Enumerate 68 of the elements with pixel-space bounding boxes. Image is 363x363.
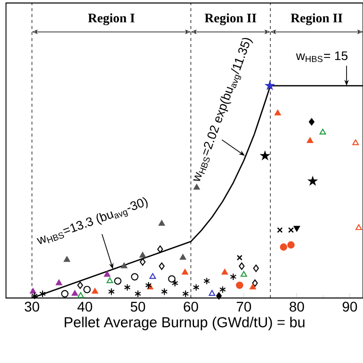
point [352,139,359,146]
annotation: w$_{HBS}$=13.3 (bu$_{avg}$-30) [36,197,148,244]
text: Region II [290,13,342,26]
point [172,279,178,287]
point [192,284,200,292]
point [276,227,283,233]
x-tick-label: 50 [130,302,146,312]
point [77,282,84,289]
point [355,224,362,230]
point [140,258,146,266]
x-tick-label: 80 [290,302,304,312]
x-tick-label: 40 [77,302,92,312]
point [319,128,326,135]
point [124,284,131,292]
x-axis-title: Pellet Average Burnup (GWd/tU) = bu [64,316,304,330]
point [72,290,78,296]
text: Region II [204,13,256,26]
point [236,282,244,289]
point [230,273,237,280]
point [182,290,189,298]
point [193,184,200,190]
point [308,118,314,126]
point [61,290,68,298]
x-tick-label: 30 [24,302,40,312]
point [222,268,228,275]
point [240,270,248,277]
point [92,288,98,294]
point [168,275,176,283]
point [134,290,142,298]
x-tick-label: 90 [342,302,357,312]
point [108,288,115,296]
point [238,262,245,270]
point [104,271,110,277]
point [274,110,281,116]
point [158,220,165,226]
point [280,243,288,251]
point [253,264,259,272]
point [64,256,70,262]
point [208,290,216,296]
x-tick-label: 60 [184,302,198,312]
point [250,284,256,290]
point [139,252,146,258]
point [182,268,188,275]
point [114,277,122,285]
point [219,286,226,294]
point [287,241,295,249]
point [83,286,91,294]
point [56,279,62,286]
point [161,288,168,296]
point [158,262,165,270]
point [30,288,36,294]
point [294,226,300,232]
point [106,277,114,284]
point [306,137,314,143]
point [149,273,156,279]
point [180,254,186,260]
point [131,273,138,280]
point [203,277,210,285]
point [120,262,128,268]
point [288,227,294,233]
point [77,292,84,298]
point [39,290,46,298]
point [252,279,258,287]
x-tick-label: 70 [236,302,252,312]
point [216,292,222,300]
point [157,245,164,253]
annotation: w$_{HBS}$= 15 [296,51,348,62]
text: Region I [88,13,135,26]
